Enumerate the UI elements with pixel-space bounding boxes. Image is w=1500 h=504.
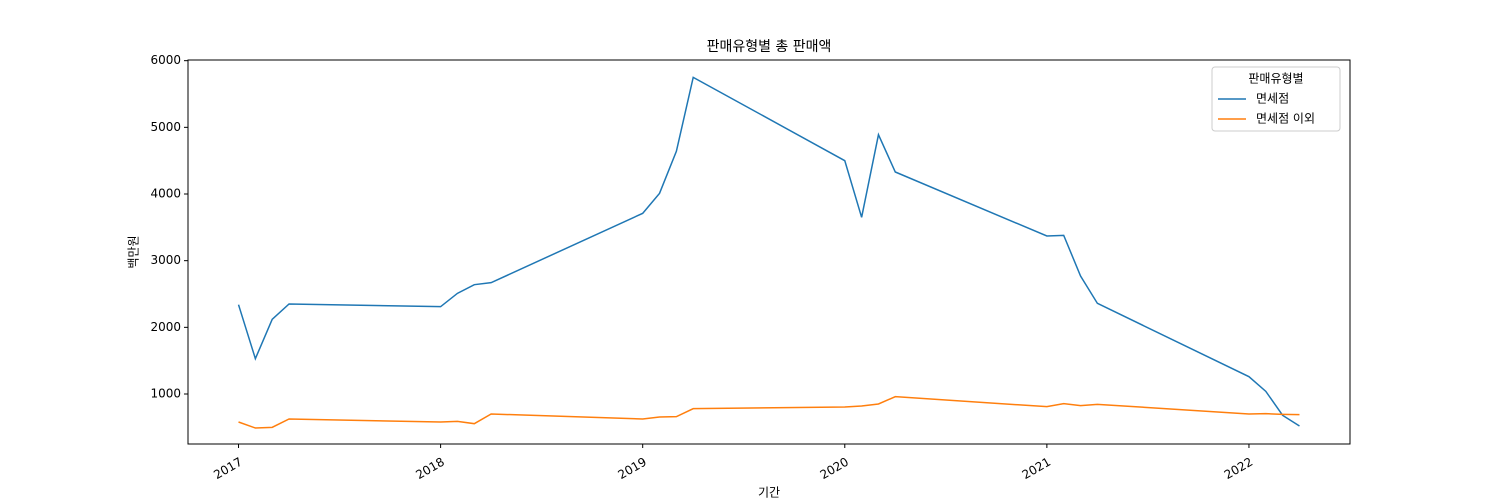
series-line <box>237 76 1300 427</box>
chart-title: 판매유형별 총 판매액 <box>707 39 832 55</box>
y-tick-label: 2000 <box>150 320 181 334</box>
x-tick-label: 2019 <box>615 455 648 482</box>
y-tick-label: 4000 <box>150 187 181 201</box>
legend-label: 면세점 <box>1256 92 1289 106</box>
legend-title: 판매유형별 <box>1248 72 1303 86</box>
y-axis-label: 백만원 <box>127 235 141 268</box>
plot-frame <box>187 59 1351 445</box>
y-tick-label: 6000 <box>150 53 181 67</box>
series-line <box>238 395 1300 429</box>
x-tick-label: 2017 <box>211 455 244 482</box>
y-tick-label: 5000 <box>150 120 181 134</box>
y-tick-label: 1000 <box>150 387 181 401</box>
x-tick-label: 2020 <box>818 455 851 482</box>
x-axis-label: 기간 <box>758 486 780 500</box>
y-tick-label: 3000 <box>150 253 181 267</box>
legend-box <box>1211 66 1341 132</box>
x-tick-label: 2018 <box>413 455 446 482</box>
x-tick-label: 2022 <box>1222 455 1255 482</box>
legend-label: 면세점 이외 <box>1256 112 1315 126</box>
x-tick-label: 2021 <box>1020 455 1053 482</box>
